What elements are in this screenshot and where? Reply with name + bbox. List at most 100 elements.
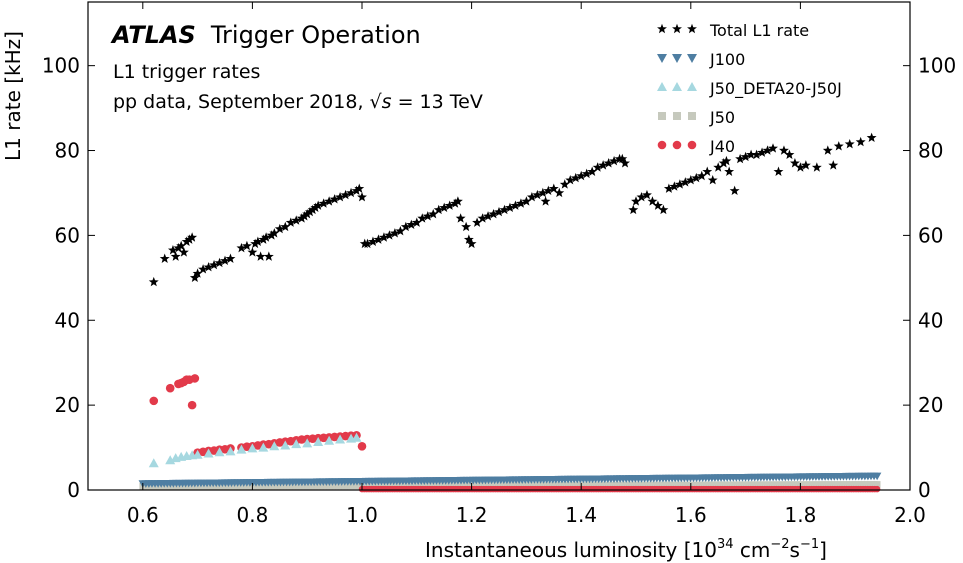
legend-label: J50_DETA20-J50J (709, 79, 842, 99)
annotation-energy: = 13 TeV (392, 91, 483, 113)
data-point (269, 441, 280, 451)
data-point (373, 234, 384, 244)
data-point (685, 175, 696, 185)
y-tick-label: 40 (55, 308, 80, 332)
data-point (335, 434, 346, 444)
data-point (304, 206, 315, 217)
data-point (181, 236, 192, 246)
data-point (255, 251, 266, 261)
data-point (784, 149, 795, 159)
data-point (280, 221, 291, 232)
data-point (190, 374, 200, 383)
data-point (773, 166, 784, 176)
data-point (751, 149, 762, 159)
data-point (378, 232, 389, 242)
legend-marker (657, 82, 667, 91)
y-tick-label-right: 60 (918, 223, 943, 247)
legend-marker (688, 112, 696, 120)
x-tick-label: 1.2 (456, 503, 488, 527)
data-point (280, 440, 291, 450)
data-point (247, 443, 258, 453)
legend-marker (687, 54, 697, 63)
data-point (203, 262, 214, 272)
x-axis-title-unit-exp2: −1 (800, 537, 819, 552)
x-axis-title: Instantaneous luminosity [1034 cm−2s−1] (425, 537, 827, 562)
data-point (658, 204, 669, 215)
data-point (214, 447, 225, 457)
data-point (310, 202, 321, 213)
x-tick-label: 1.8 (784, 503, 816, 527)
data-point (307, 204, 318, 215)
data-point (173, 242, 184, 253)
data-point (452, 196, 463, 206)
chart-marks (138, 132, 882, 493)
legend-marker (687, 140, 697, 150)
legend-marker (687, 82, 697, 91)
x-axis-title-unit-s: s (790, 538, 800, 562)
data-point (466, 238, 477, 249)
data-point (149, 396, 159, 406)
data-point (324, 196, 335, 206)
data-point (702, 166, 713, 176)
data-point (718, 158, 729, 168)
data-point (209, 259, 219, 270)
data-point (721, 155, 732, 166)
data-point (296, 213, 307, 223)
legend-marker (657, 23, 667, 34)
data-point (488, 208, 499, 219)
data-point (351, 432, 362, 442)
data-point (872, 472, 882, 481)
data-point (400, 221, 411, 232)
data-point (357, 441, 367, 451)
legend-marker (672, 140, 682, 150)
y-tick-label: 0 (67, 478, 80, 502)
data-point (324, 435, 335, 445)
data-point (395, 225, 406, 236)
data-point (526, 192, 537, 202)
x-axis-title-close: ] (819, 538, 827, 562)
annotation-sqrt-s: √s (370, 91, 392, 113)
data-point (822, 145, 833, 155)
y-tick-label-right: 20 (918, 393, 943, 417)
data-point (505, 202, 515, 213)
data-point (354, 183, 365, 193)
data-point (483, 211, 493, 221)
legend-label: J40 (709, 137, 735, 156)
data-point (844, 138, 855, 149)
data-point (494, 206, 504, 217)
data-point (192, 449, 203, 459)
x-axis-title-unit-exp1: −2 (770, 537, 789, 552)
data-point (628, 204, 639, 215)
data-point (422, 211, 433, 221)
data-point (652, 200, 663, 210)
data-point (811, 162, 822, 172)
data-point (592, 162, 603, 172)
x-axis-title-unit: cm (734, 538, 771, 562)
data-point (444, 200, 455, 210)
y-tick-label: 100 (42, 54, 80, 78)
data-point (559, 179, 570, 189)
data-point (299, 211, 310, 221)
data-point (198, 264, 209, 274)
data-point (368, 236, 378, 246)
data-point (757, 147, 767, 157)
data-point (724, 166, 735, 176)
legend-label: Total L1 rate (709, 21, 809, 40)
data-point (617, 153, 628, 164)
data-point (351, 185, 362, 196)
data-point (669, 181, 680, 191)
x-tick-label: 2.0 (894, 503, 926, 527)
legend-label: J50 (709, 108, 735, 127)
data-point (439, 202, 450, 213)
data-point (576, 170, 587, 181)
data-point (302, 208, 313, 219)
data-point (873, 481, 881, 488)
data-point (795, 162, 806, 172)
data-point (463, 234, 474, 244)
data-point (598, 160, 609, 170)
data-point (477, 213, 488, 223)
data-point (647, 196, 658, 206)
data-point (674, 179, 685, 189)
data-point (247, 247, 258, 257)
legend-entry: Total L1 rate (657, 21, 809, 40)
